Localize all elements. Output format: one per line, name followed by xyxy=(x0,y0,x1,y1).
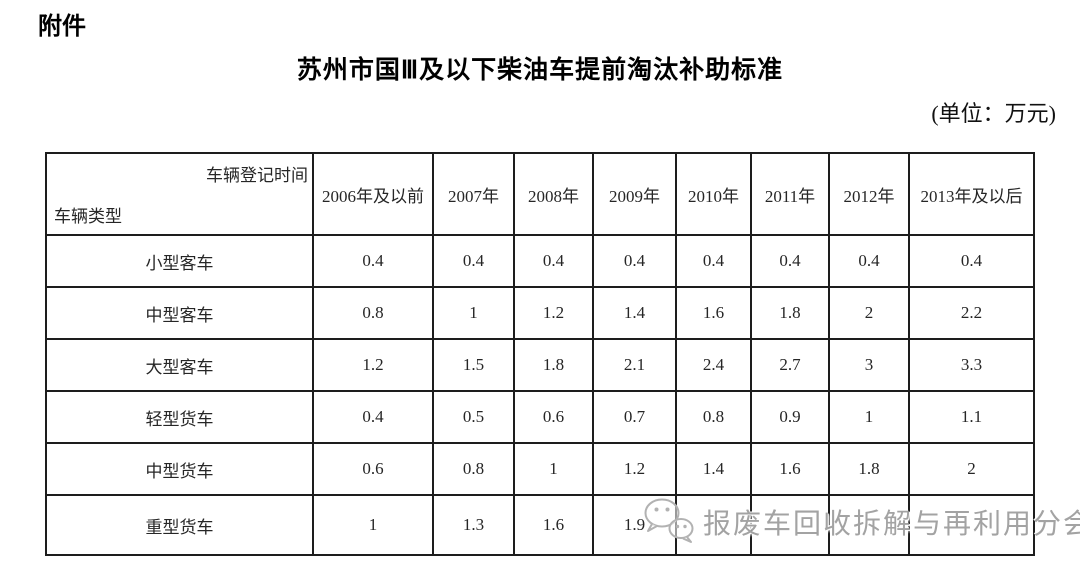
cell-value xyxy=(750,494,830,556)
table-row: 中型货车 0.6 0.8 1 1.2 1.4 1.6 1.8 2 xyxy=(45,442,1035,496)
cell-value: 0.8 xyxy=(432,442,515,496)
cell-value: 1 xyxy=(432,286,515,340)
cell-value: 1.2 xyxy=(513,286,594,340)
column-header-2013: 2013年及以后 xyxy=(908,152,1035,236)
cell-value xyxy=(908,494,1035,556)
cell-value: 1.9 xyxy=(592,494,677,556)
cell-value: 1.4 xyxy=(592,286,677,340)
row-label: 小型客车 xyxy=(45,234,314,288)
cell-value: 1.5 xyxy=(432,338,515,392)
cell-value: 0.6 xyxy=(513,390,594,444)
cell-value: 2.1 xyxy=(592,338,677,392)
table-header-row: 车辆登记时间 车辆类型 2006年及以前 2007年 2008年 2009年 2… xyxy=(45,152,1035,236)
cell-value: 1.8 xyxy=(750,286,830,340)
cell-value: 0.7 xyxy=(592,390,677,444)
column-header-2007: 2007年 xyxy=(432,152,515,236)
table-row: 重型货车 1 1.3 1.6 1.9 xyxy=(45,494,1035,556)
subsidy-table: 车辆登记时间 车辆类型 2006年及以前 2007年 2008年 2009年 2… xyxy=(45,152,1035,556)
table-corner-cell: 车辆登记时间 车辆类型 xyxy=(45,152,314,236)
corner-label-registration-time: 车辆登记时间 xyxy=(206,166,308,185)
cell-value: 2 xyxy=(908,442,1035,496)
column-header-2011: 2011年 xyxy=(750,152,830,236)
cell-value: 0.8 xyxy=(675,390,752,444)
cell-value: 0.4 xyxy=(592,234,677,288)
cell-value: 0.4 xyxy=(312,390,434,444)
cell-value: 3 xyxy=(828,338,910,392)
cell-value: 2.2 xyxy=(908,286,1035,340)
cell-value: 2.4 xyxy=(675,338,752,392)
row-label: 中型客车 xyxy=(45,286,314,340)
cell-value: 0.4 xyxy=(908,234,1035,288)
table-row: 小型客车 0.4 0.4 0.4 0.4 0.4 0.4 0.4 0.4 xyxy=(45,234,1035,288)
table-row: 中型客车 0.8 1 1.2 1.4 1.6 1.8 2 2.2 xyxy=(45,286,1035,340)
cell-value: 2.7 xyxy=(750,338,830,392)
row-label: 重型货车 xyxy=(45,494,314,556)
cell-value: 1.3 xyxy=(432,494,515,556)
column-header-2009: 2009年 xyxy=(592,152,677,236)
table-row: 轻型货车 0.4 0.5 0.6 0.7 0.8 0.9 1 1.1 xyxy=(45,390,1035,444)
cell-value: 0.9 xyxy=(750,390,830,444)
cell-value: 0.6 xyxy=(312,442,434,496)
table-row: 大型客车 1.2 1.5 1.8 2.1 2.4 2.7 3 3.3 xyxy=(45,338,1035,392)
cell-value: 0.4 xyxy=(750,234,830,288)
cell-value xyxy=(828,494,910,556)
row-label: 中型货车 xyxy=(45,442,314,496)
cell-value: 0.4 xyxy=(312,234,434,288)
unit-note: (单位：万元) xyxy=(931,101,1056,126)
cell-value: 2 xyxy=(828,286,910,340)
cell-value xyxy=(675,494,752,556)
cell-value: 1.2 xyxy=(312,338,434,392)
cell-value: 1.4 xyxy=(675,442,752,496)
cell-value: 1.6 xyxy=(513,494,594,556)
row-label: 轻型货车 xyxy=(45,390,314,444)
column-header-2006: 2006年及以前 xyxy=(312,152,434,236)
cell-value: 3.3 xyxy=(908,338,1035,392)
cell-value: 1.8 xyxy=(828,442,910,496)
cell-value: 1.6 xyxy=(750,442,830,496)
corner-label-vehicle-type: 车辆类型 xyxy=(54,207,122,226)
cell-value: 1 xyxy=(828,390,910,444)
cell-value: 1.8 xyxy=(513,338,594,392)
column-header-2010: 2010年 xyxy=(675,152,752,236)
page-title: 苏州市国Ⅲ及以下柴油车提前淘汰补助标准 xyxy=(296,56,784,84)
column-header-2008: 2008年 xyxy=(513,152,594,236)
cell-value: 0.4 xyxy=(675,234,752,288)
cell-value: 0.8 xyxy=(312,286,434,340)
cell-value: 0.5 xyxy=(432,390,515,444)
cell-value: 0.4 xyxy=(828,234,910,288)
row-label: 大型客车 xyxy=(45,338,314,392)
cell-value: 0.4 xyxy=(513,234,594,288)
cell-value: 0.4 xyxy=(432,234,515,288)
column-header-2012: 2012年 xyxy=(828,152,910,236)
cell-value: 1 xyxy=(513,442,594,496)
cell-value: 1 xyxy=(312,494,434,556)
cell-value: 1.1 xyxy=(908,390,1035,444)
cell-value: 1.2 xyxy=(592,442,677,496)
cell-value: 1.6 xyxy=(675,286,752,340)
attachment-label: 附件 xyxy=(38,13,86,40)
